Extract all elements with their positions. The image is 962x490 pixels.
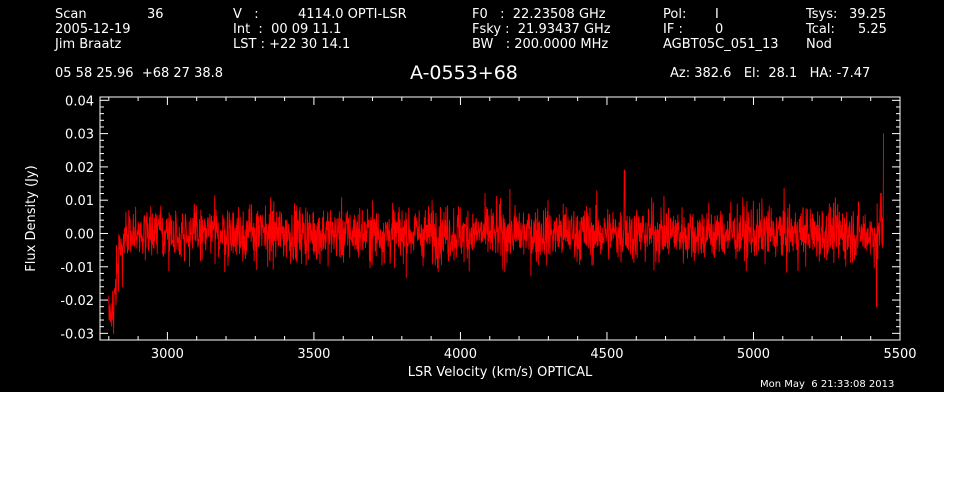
rest-frequency: F0 : 22.23508 GHz bbox=[472, 7, 606, 22]
y-tick-label: 0.02 bbox=[65, 161, 94, 176]
y-tick-label: 0.03 bbox=[65, 128, 94, 143]
x-tick-label: 3500 bbox=[297, 347, 330, 362]
x-tick-label: 5000 bbox=[737, 347, 770, 362]
chart-title: A-0553+68 bbox=[410, 62, 518, 84]
velocity-value: 4114.0 OPTI-LSR bbox=[298, 7, 407, 22]
x-tick-label: 4500 bbox=[590, 347, 623, 362]
tsys-value: 39.25 bbox=[849, 7, 887, 22]
scan-number: 36 bbox=[147, 7, 164, 22]
date-label: 2005-12-19 bbox=[55, 22, 131, 37]
integration-time: Int : 00 09 11.1 bbox=[233, 22, 342, 37]
project-id: AGBT05C_051_13 bbox=[663, 37, 779, 52]
velocity-label: V : bbox=[233, 7, 259, 22]
y-tick-label: 0.01 bbox=[65, 194, 94, 209]
polarization-label: Pol: bbox=[663, 7, 687, 22]
scan-label: Scan bbox=[55, 7, 87, 22]
x-tick-label: 3000 bbox=[151, 347, 184, 362]
timestamp: Mon May 6 21:33:08 2013 bbox=[760, 379, 895, 390]
series-layer bbox=[108, 133, 885, 335]
tcal-label: Tcal: bbox=[806, 22, 835, 37]
bandwidth: BW : 200.0000 MHz bbox=[472, 37, 609, 52]
az-el-ha: Az: 382.6 El: 28.1 HA: -7.47 bbox=[670, 66, 871, 81]
x-tick-label: 4000 bbox=[444, 347, 477, 362]
tcal-value: 5.25 bbox=[858, 22, 887, 37]
labels-layer: 3000 3500 4000 4500 5000 5500 -0.03 -0.02 -0.01 0… bbox=[24, 94, 917, 380]
y-tick-label: -0.02 bbox=[60, 294, 94, 309]
tsys-label: Tsys: bbox=[806, 7, 838, 22]
observer-label: Jim Braatz bbox=[55, 37, 122, 52]
y-axis-label: Flux Density (Jy) bbox=[24, 165, 39, 271]
y-tick-label: -0.01 bbox=[60, 261, 94, 276]
polarization-value: I bbox=[715, 7, 719, 22]
ticks-layer bbox=[100, 97, 901, 341]
spectrum-series-line bbox=[108, 133, 885, 335]
x-tick-label: 5500 bbox=[883, 347, 916, 362]
procedure-label: Nod bbox=[806, 37, 832, 52]
sky-frequency: Fsky : 21.93437 GHz bbox=[472, 22, 611, 37]
if-value: 0 bbox=[715, 22, 724, 37]
plot-panel bbox=[0, 0, 944, 392]
y-tick-label: 0.04 bbox=[65, 94, 94, 109]
y-tick-label: 0.00 bbox=[65, 227, 94, 242]
lst-value: LST : +22 30 14.1 bbox=[233, 37, 351, 52]
x-axis-label: LSR Velocity (km/s) OPTICAL bbox=[408, 365, 593, 380]
if-label: IF : bbox=[663, 22, 683, 37]
source-coordinates: 05 58 25.96 +68 27 38.8 bbox=[55, 66, 224, 81]
y-tick-label: -0.03 bbox=[60, 327, 94, 342]
spectrum-chart: 3000 3500 4000 4500 5000 5500 -0.03 -0.02 -0.01 0… bbox=[24, 94, 917, 380]
plot-frame bbox=[99, 96, 901, 341]
